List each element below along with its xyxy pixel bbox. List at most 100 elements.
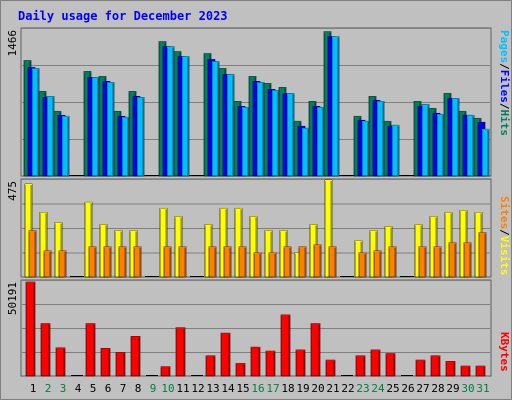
- zero-bar-files-day-12: [193, 175, 200, 176]
- x-axis-day-labels: 1 2 3 4 5 6 7 8 9 10 11 12 13 14 15 16 17 18 19 20 21 22 23 24 2…: [30, 382, 490, 395]
- bar-sites-day-15: [238, 246, 247, 278]
- bar-kbytes-day-6: [100, 347, 111, 377]
- bar-pages-day-27: [421, 103, 430, 177]
- bar-kbytes-day-7: [115, 352, 126, 377]
- bar-pages-day-6: [106, 82, 115, 177]
- bar-pages-day-14: [226, 74, 235, 177]
- x-tick-label-day-21: 21: [326, 382, 339, 395]
- bar-sites-day-11: [178, 246, 187, 278]
- bar-sites-day-30: [463, 242, 472, 278]
- bar-kbytes-day-10: [160, 366, 171, 377]
- chart-title: Daily usage for December 2023: [18, 9, 228, 23]
- zero-bar-visits-day-12: [190, 276, 197, 277]
- bar-visits-day-21: [324, 179, 333, 278]
- bar-pages-day-23: [361, 120, 370, 177]
- bar-kbytes-day-3: [55, 347, 66, 377]
- bar-kbytes-day-8: [130, 335, 141, 377]
- bar-sites-day-13: [208, 246, 217, 278]
- bar-pages-day-30: [466, 114, 475, 177]
- legend-entry: KBytes: [498, 332, 511, 372]
- hits-files-pages-panel: 1466 Pages/Files/Hits: [6, 27, 511, 177]
- legend-entry: /: [498, 103, 511, 110]
- x-tick-label-day-10: 10: [161, 382, 174, 395]
- legend-entry: /: [498, 229, 511, 236]
- bar-pages-day-29: [451, 98, 460, 177]
- legend-entry: Pages: [498, 30, 511, 63]
- bar-kbytes-day-23: [355, 355, 366, 377]
- zero-bar-sites-day-12: [194, 276, 204, 277]
- x-tick-label-day-29: 29: [446, 382, 459, 395]
- x-tick-label-day-2: 2: [45, 382, 52, 395]
- zero-bar-files-day-26: [403, 175, 410, 176]
- x-tick-label-day-27: 27: [416, 382, 429, 395]
- panel-bot-bars: [25, 281, 486, 377]
- x-tick-label-day-23: 23: [356, 382, 369, 395]
- bar-kbytes-day-5: [85, 323, 96, 377]
- bar-sites-day-6: [103, 246, 112, 278]
- bar-kbytes-day-31: [475, 365, 486, 377]
- x-tick-label-day-31: 31: [476, 382, 489, 395]
- bar-sites-day-8: [133, 246, 142, 278]
- panel-mid-legend: Sites/Visits: [498, 196, 511, 276]
- bar-pages-day-13: [211, 61, 220, 177]
- x-tick-label-day-15: 15: [236, 382, 249, 395]
- bar-sites-day-3: [58, 250, 67, 278]
- x-tick-label-day-13: 13: [206, 382, 219, 395]
- bar-kbytes-day-1: [25, 281, 36, 377]
- x-tick-label-day-18: 18: [281, 382, 294, 395]
- bar-pages-day-24: [376, 101, 385, 177]
- bar-pages-day-11: [181, 56, 190, 177]
- bar-sites-day-17: [268, 252, 277, 278]
- visits-sites-panel: 475 Sites/Visits: [6, 178, 511, 278]
- zero-bar-sites-day-26: [404, 276, 414, 277]
- bar-kbytes-day-14: [220, 332, 231, 377]
- bar-pages-day-10: [166, 46, 175, 177]
- zero-bar-kbytes-day-12: [191, 375, 203, 376]
- bar-pages-day-28: [436, 113, 445, 177]
- x-tick-label-day-5: 5: [90, 382, 97, 395]
- bar-kbytes-day-27: [415, 359, 426, 377]
- x-tick-label-day-12: 12: [191, 382, 204, 395]
- bar-pages-day-19: [301, 127, 310, 177]
- panel-top-bars: [23, 31, 490, 177]
- zero-bar-hits-day-26: [399, 175, 406, 176]
- bar-sites-day-16: [253, 252, 262, 278]
- bar-sites-day-21: [328, 246, 337, 278]
- bar-visits-day-15: [234, 207, 243, 278]
- bar-visits-day-10: [159, 207, 168, 278]
- x-tick-label-day-20: 20: [311, 382, 324, 395]
- bar-pages-day-15: [241, 106, 250, 177]
- bar-pages-day-1: [31, 68, 40, 177]
- bar-sites-day-19: [298, 246, 307, 278]
- zero-bar-kbytes-day-26: [401, 375, 413, 376]
- zero-bar-hits-day-12: [189, 175, 196, 176]
- bar-pages-day-25: [391, 124, 400, 177]
- x-tick-label-day-26: 26: [401, 382, 414, 395]
- zero-bar-visits-day-26: [400, 276, 407, 277]
- x-tick-label-day-16: 16: [251, 382, 264, 395]
- x-tick-label-day-1: 1: [30, 382, 37, 395]
- x-tick-label-day-30: 30: [461, 382, 474, 395]
- x-tick-label-day-4: 4: [75, 382, 82, 395]
- bar-sites-day-23: [358, 252, 367, 278]
- bar-kbytes-day-11: [175, 327, 186, 377]
- zero-bar-pages-day-4: [77, 175, 87, 176]
- x-tick-label-day-19: 19: [296, 382, 309, 395]
- zero-bar-kbytes-day-22: [341, 375, 353, 376]
- x-tick-label-day-28: 28: [431, 382, 444, 395]
- kbytes-panel: 50191 KBytes: [6, 279, 511, 377]
- bar-visits-day-16: [249, 216, 258, 278]
- zero-bar-kbytes-day-4: [71, 375, 83, 376]
- zero-bar-hits-day-9: [144, 175, 151, 176]
- x-tick-label-day-9: 9: [150, 382, 157, 395]
- bar-kbytes-day-21: [325, 359, 336, 377]
- legend-entry: Hits: [498, 110, 511, 137]
- zero-bar-sites-day-4: [74, 276, 84, 277]
- zero-bar-pages-day-9: [152, 175, 162, 176]
- bar-sites-day-1: [28, 230, 37, 278]
- bar-visits-day-2: [39, 212, 48, 278]
- legend-entry: Visits: [498, 236, 511, 276]
- bar-kbytes-day-18: [280, 314, 291, 377]
- zero-bar-visits-day-9: [145, 276, 152, 277]
